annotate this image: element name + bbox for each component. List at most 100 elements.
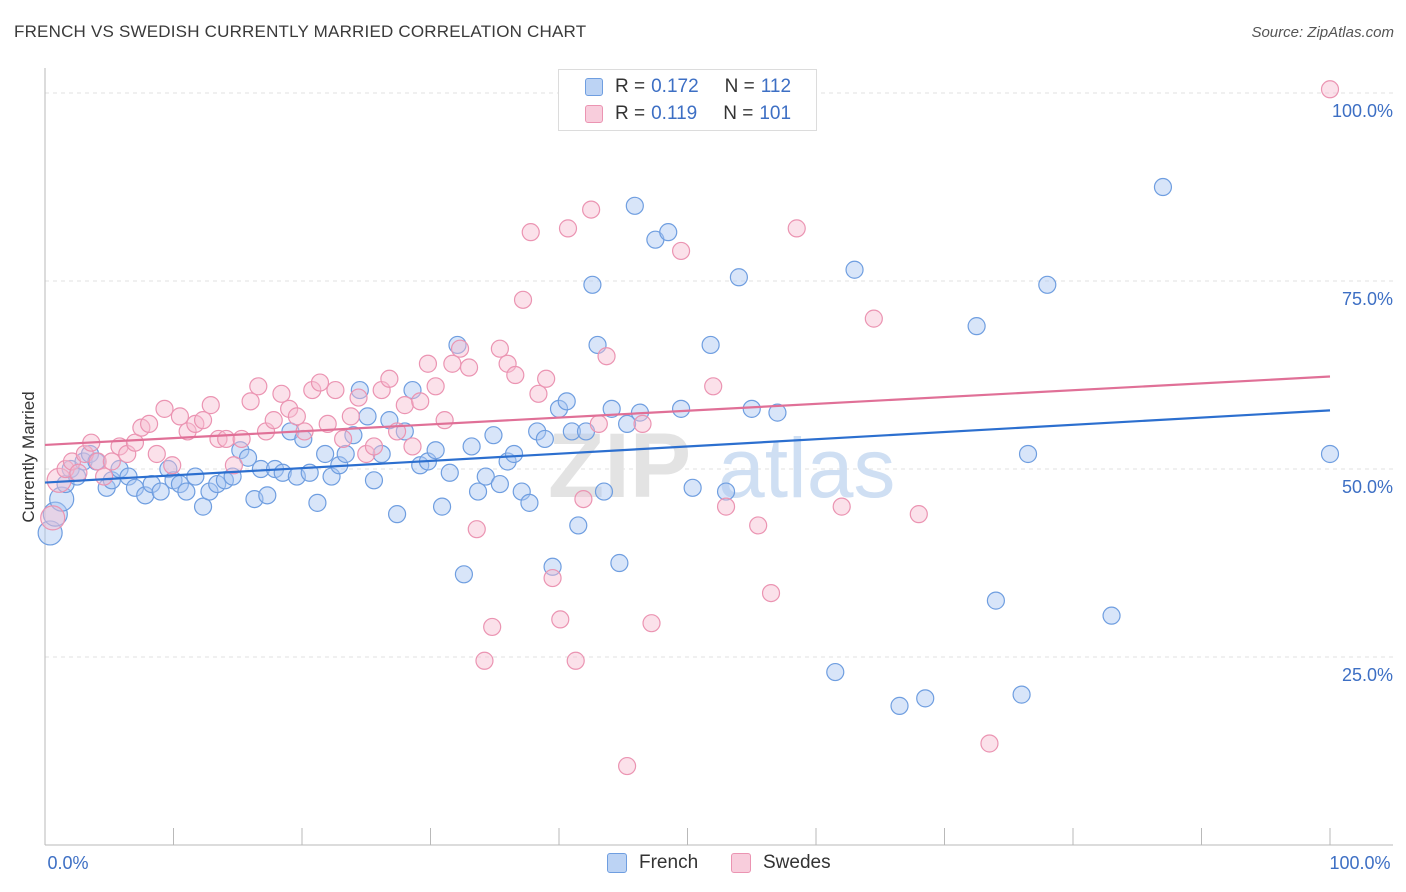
swedes-point	[761, 583, 781, 603]
french-point	[618, 414, 637, 434]
swedes-point	[163, 456, 182, 475]
swedes-point	[224, 456, 243, 475]
trend-lines	[44, 375, 1331, 484]
y-tick-label: 50.0%	[1342, 477, 1393, 497]
y-tick-labels: 25.0% 50.0% 75.0% 100.0%	[1332, 101, 1393, 685]
swedes-point	[490, 339, 509, 358]
swedes-point	[558, 219, 578, 238]
french-point	[200, 482, 219, 501]
swedes-point	[483, 617, 502, 637]
french-point	[308, 493, 327, 512]
french-point	[986, 591, 1006, 610]
swedes-point	[326, 380, 345, 400]
french-point	[845, 260, 864, 279]
french-point	[372, 444, 391, 464]
french-point	[136, 486, 155, 505]
swedes-point	[450, 339, 470, 358]
swedes-point	[139, 414, 159, 434]
french-point	[683, 478, 702, 497]
french-point	[358, 407, 377, 426]
swedes-point	[193, 411, 213, 430]
french-point	[193, 497, 213, 516]
swedes-legend-label: Swedes	[763, 852, 831, 873]
french-point	[151, 482, 170, 501]
french-point	[535, 429, 554, 449]
swedes-r-value: 0.119	[651, 103, 698, 124]
swedes-point	[40, 505, 66, 531]
swedes-point	[521, 223, 540, 242]
swedes-point	[272, 384, 291, 403]
swedes-n-value: 101	[759, 103, 792, 124]
french-point	[610, 553, 629, 573]
swedes-point	[642, 614, 661, 633]
french-point	[426, 441, 445, 460]
french-point	[344, 426, 363, 445]
swedes-point	[403, 437, 422, 456]
french-point	[659, 223, 678, 242]
french-point	[671, 399, 691, 418]
french-trend-line	[44, 409, 1331, 484]
swedes-point	[334, 429, 353, 449]
swedes-point	[155, 399, 174, 418]
swedes-points	[40, 80, 1340, 776]
swedes-point	[980, 734, 999, 753]
axes	[44, 68, 1393, 846]
swedes-point	[582, 200, 601, 219]
swedes-point	[147, 444, 166, 464]
swedes-point	[287, 407, 306, 426]
french-point	[42, 501, 68, 527]
swedes-point	[318, 414, 337, 434]
french-point	[336, 444, 355, 464]
french-point	[1102, 606, 1121, 625]
french-point	[528, 422, 547, 441]
french-point	[49, 486, 75, 512]
french-point	[350, 380, 369, 400]
french-legend-swatch	[607, 853, 627, 873]
swedes-point	[716, 497, 736, 516]
source-credit: Source: ZipAtlas.com	[1251, 24, 1394, 41]
french-point	[716, 482, 736, 501]
watermark-atlas: atlas	[718, 421, 895, 515]
swedes-point	[418, 354, 438, 373]
x-ticks	[173, 828, 1331, 845]
swedes-point	[232, 429, 251, 449]
french-point	[364, 471, 384, 490]
swedes-point	[443, 354, 462, 373]
french-point	[625, 196, 644, 215]
swedes-point	[832, 497, 851, 516]
swedes-point	[357, 444, 376, 464]
swedes-point	[589, 414, 608, 434]
n-label: N =	[723, 103, 754, 124]
french-point	[569, 516, 588, 535]
swedes-point	[435, 411, 454, 430]
french-point	[490, 474, 509, 494]
swedes-trend-line	[44, 375, 1331, 447]
swedes-swatch	[585, 105, 603, 123]
french-point	[729, 268, 749, 287]
french-point	[520, 493, 539, 512]
swedes-point	[264, 411, 283, 430]
french-point	[583, 275, 602, 294]
swedes-point	[349, 388, 368, 407]
french-point	[1153, 177, 1173, 197]
swedes-point	[864, 309, 883, 328]
french-point	[890, 696, 909, 715]
swedes-point	[426, 377, 445, 396]
french-point	[602, 399, 621, 418]
french-point	[562, 422, 581, 441]
swedes-point	[506, 365, 525, 385]
y-axis-title: Currently Married	[19, 391, 38, 522]
swedes-point	[341, 407, 360, 426]
swedes-point	[411, 392, 430, 411]
french-point	[186, 467, 205, 486]
gridlines	[45, 92, 1393, 658]
swedes-point	[566, 651, 585, 670]
french-point	[476, 467, 495, 486]
legend-row-french: R = 0.172 N = 112	[585, 75, 791, 99]
swedes-point	[543, 568, 562, 588]
swedes-point	[125, 433, 145, 452]
bottom-legend-french: French	[607, 852, 698, 874]
french-r-value: 0.172	[651, 76, 699, 97]
french-point	[768, 403, 787, 422]
french-point	[504, 444, 524, 464]
